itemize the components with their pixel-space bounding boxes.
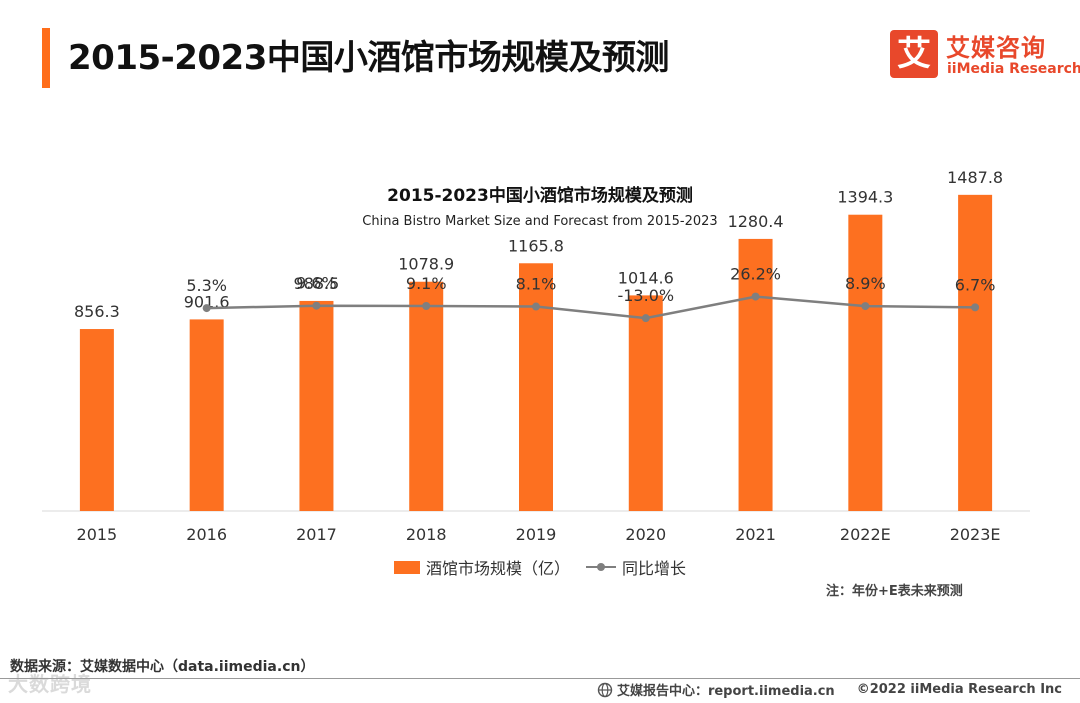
growth-point-2022E	[861, 302, 870, 311]
footer-report-link[interactable]: 艾媒报告中心：report.iimedia.cn	[616, 684, 835, 699]
growth-label-2021: 26.2%	[730, 265, 781, 284]
x-tick-2018: 2018	[406, 525, 447, 544]
data-source: 数据来源：艾媒数据中心（data.iimedia.cn）	[10, 659, 315, 675]
x-tick-2015: 2015	[77, 525, 118, 544]
watermark: 大数跨境	[8, 672, 92, 696]
growth-point-2018	[422, 301, 431, 310]
logo-mark-icon: 艾	[890, 30, 938, 78]
footer-copyright: ©2022 iiMedia Research Inc	[856, 682, 1062, 697]
bar-2023E	[958, 194, 993, 511]
growth-point-2021	[751, 292, 760, 301]
globe-icon	[597, 682, 613, 697]
bar-label-2018: 1078.9	[398, 255, 454, 274]
bar-label-2017: 988.5	[294, 274, 340, 293]
chart-title: 2015-2023中国小酒馆市场规模及预测	[387, 186, 693, 206]
bar-label-2015: 856.3	[74, 302, 120, 321]
legend-bar-swatch	[393, 560, 420, 574]
footer: 艾媒报告中心：report.iimedia.cn ©2022 iiMedia R…	[0, 680, 1062, 699]
growth-label-2017: 9.6%	[296, 274, 337, 293]
legend-bar-label: 酒馆市场规模（亿）	[425, 559, 570, 578]
bar-label-2023E: 1487.8	[947, 168, 1003, 187]
x-tick-2019: 2019	[516, 525, 557, 544]
growth-point-2016	[202, 304, 211, 313]
legend-line-label: 同比增长	[622, 559, 687, 578]
growth-point-2020	[641, 314, 650, 323]
x-tick-2021: 2021	[735, 525, 776, 544]
legend-line-swatch	[586, 561, 616, 573]
bar-label-2019: 1165.8	[508, 236, 564, 255]
forecast-note: 注：年份+E表未来预测	[826, 584, 963, 599]
x-tick-2020: 2020	[625, 525, 666, 544]
growth-label-2023E: 6.7%	[955, 275, 996, 294]
bar-2016	[189, 319, 224, 511]
bar-label-2021: 1280.4	[728, 212, 784, 231]
bar-2022E	[848, 214, 883, 511]
footer-divider	[0, 678, 1080, 679]
x-tick-2016: 2016	[186, 525, 227, 544]
bar-2020	[628, 295, 663, 511]
bar-2018	[409, 281, 444, 511]
x-tick-2023E: 2023E	[950, 525, 1001, 544]
page-title: 2015-2023中国小酒馆市场规模及预测	[68, 38, 669, 78]
growth-label-2018: 9.1%	[406, 274, 447, 293]
footer-report: 艾媒报告中心：report.iimedia.cn	[597, 680, 835, 699]
growth-point-2017	[312, 301, 321, 310]
logo-name-en: iiMedia Research	[947, 61, 1080, 77]
legend-item-bar: 酒馆市场规模（亿）	[393, 555, 570, 579]
title-accent-bar	[42, 28, 50, 88]
logo-name-cn: 艾媒咨询	[946, 34, 1046, 62]
x-tick-2017: 2017	[296, 525, 337, 544]
growth-point-2023E	[971, 303, 980, 312]
growth-point-2019	[532, 302, 540, 311]
iimedia-logo: 艾 艾媒咨询 iiMedia Research	[890, 30, 1080, 82]
legend-item-line: 同比增长	[586, 555, 686, 579]
growth-label-2020: -13.0%	[617, 286, 674, 305]
growth-line	[206, 295, 976, 320]
growth-label-2016: 5.3%	[186, 276, 227, 295]
x-tick-2022E: 2022E	[840, 525, 891, 544]
bar-2019	[519, 263, 553, 511]
chart-legend: 酒馆市场规模（亿） 同比增长	[0, 555, 1080, 579]
bar-label-2022E: 1394.3	[837, 188, 893, 207]
growth-label-2022E: 8.9%	[845, 274, 886, 293]
bar-label-2020: 1014.6	[618, 268, 674, 287]
chart-subtitle: China Bistro Market Size and Forecast fr…	[362, 214, 718, 229]
bar-2015	[79, 329, 114, 511]
bar-2017	[299, 300, 334, 511]
bar-2021	[738, 238, 773, 512]
growth-label-2019: 8.1%	[516, 275, 557, 294]
